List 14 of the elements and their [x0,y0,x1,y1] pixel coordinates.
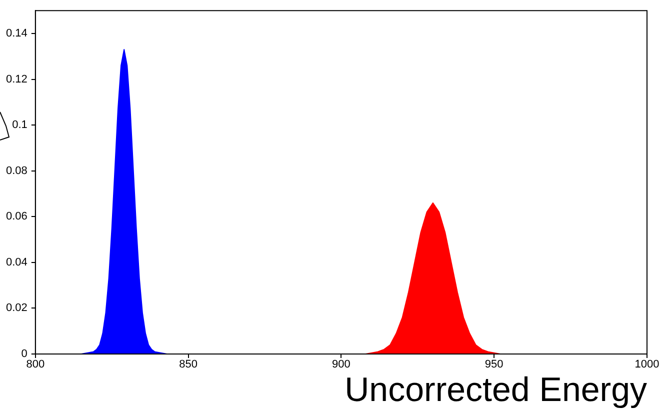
x-tick-label: 1000 [634,358,660,371]
y-tick-label: 0.1 [12,119,28,132]
y-tick-label: 0.08 [6,164,28,177]
x-axis-title: Uncorrected Energy [344,370,647,409]
y-tick-label: 0.14 [6,28,28,40]
y-tick-label: 0 [21,348,28,360]
x-tick-label: 800 [26,358,45,371]
y-tick-label: 0.02 [6,302,28,314]
y-tick-label: 0.06 [6,210,28,223]
x-tick-label: 950 [484,358,504,371]
y-tick-label: 0.04 [6,256,28,268]
x-tick-label: 900 [332,358,350,371]
y-tick-label: 0.12 [6,73,28,86]
x-tick-label: 850 [179,358,198,371]
